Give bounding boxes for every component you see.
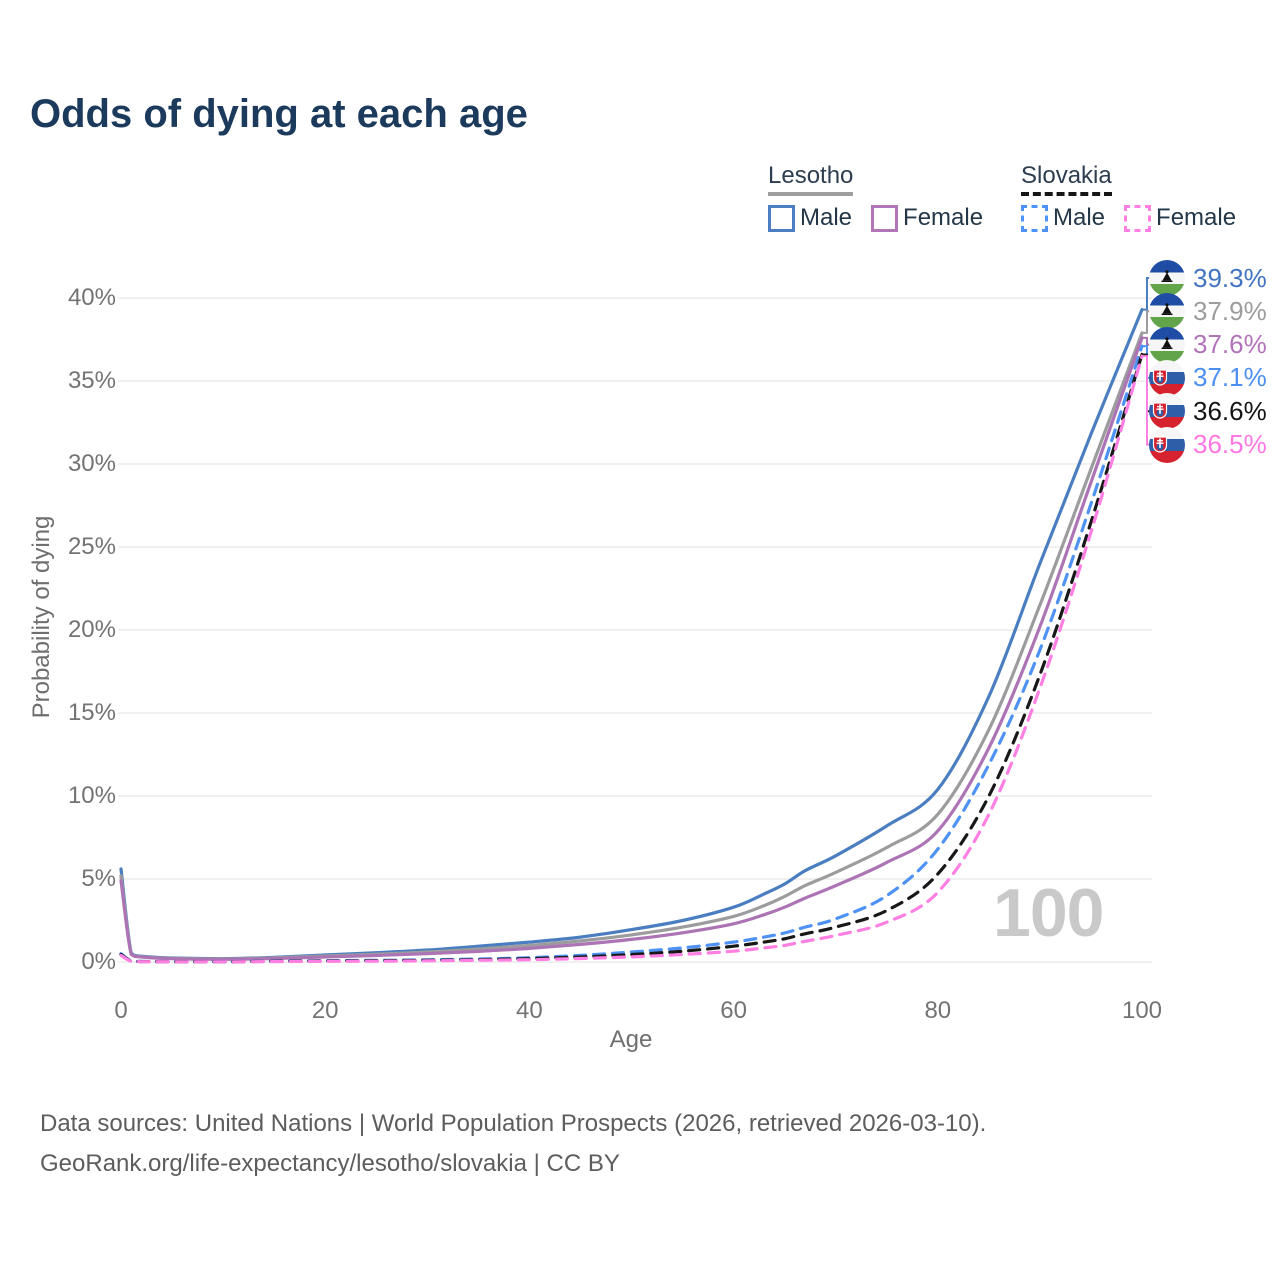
data-sources-line: Data sources: United Nations | World Pop… [40, 1110, 987, 1137]
legend-swatch-icon [871, 204, 899, 232]
y-tick-label: 5% [81, 865, 116, 892]
end-label-value: 36.5% [1193, 429, 1267, 459]
slovakia-flag-icon [1149, 393, 1185, 430]
legend-item-slovakia-female[interactable]: Female [1124, 204, 1236, 232]
legend-item-label: Male [800, 204, 853, 231]
x-tick-label: 20 [311, 997, 339, 1024]
legend-group-slovakia: Slovakia Male Female [1021, 162, 1236, 232]
series-line-slovakia-female[interactable] [119, 354, 1144, 964]
attribution-line: GeoRank.org/life-expectancy/lesotho/slov… [40, 1150, 620, 1177]
legend-underline-lesotho [768, 192, 854, 196]
legend-item-lesotho-female[interactable]: Female [871, 204, 983, 232]
y-tick-label: 30% [67, 450, 116, 477]
y-tick-label: 25% [67, 533, 116, 560]
end-label-value: 37.9% [1193, 295, 1267, 326]
lesotho-flag-icon [1149, 260, 1185, 296]
legend-item-label: Female [1156, 204, 1237, 231]
x-tick-label: 40 [516, 997, 543, 1024]
x-tick-label: 0 [114, 997, 128, 1024]
page-title: Odds of dying at each age [30, 92, 528, 136]
lesotho-flag-icon [1149, 293, 1185, 330]
series-line-lesotho-male[interactable] [119, 308, 1144, 961]
legend-underline-slovakia [1021, 192, 1112, 196]
end-label-value: 39.3% [1193, 262, 1267, 293]
end-label-lesotho-male: 39.3% [1149, 259, 1267, 297]
y-tick-label: 20% [67, 616, 116, 643]
y-axis-title: Probability of dying [28, 515, 55, 719]
end-label-lesotho: 37.9% [1149, 292, 1267, 330]
watermark-age-100: 100 [993, 875, 1104, 951]
y-tick-label: 15% [67, 699, 116, 726]
slovakia-flag-icon [1149, 426, 1185, 463]
legend-swatch-icon [1124, 204, 1152, 232]
end-label-slovakia: 36.6% [1149, 392, 1267, 430]
slovakia-flag-icon [1149, 359, 1185, 396]
x-tick-label: 80 [924, 997, 952, 1024]
series-line-lesotho-female[interactable] [119, 336, 1144, 961]
lesotho-flag-icon [1149, 326, 1185, 363]
legend-item-label: Female [903, 204, 984, 231]
legend-item-lesotho-male[interactable]: Male [768, 204, 852, 232]
series-line-lesotho[interactable] [119, 331, 1144, 961]
end-label-slovakia-male: 37.1% [1149, 359, 1267, 397]
legend-item-slovakia-male[interactable]: Male [1021, 204, 1105, 232]
legend-swatch-icon [768, 204, 795, 232]
series-line-slovakia-male[interactable] [119, 344, 1144, 964]
end-label-value: 37.6% [1193, 329, 1267, 360]
y-tick-label: 40% [67, 284, 116, 311]
legend-item-label: Male [1053, 204, 1106, 231]
legend-group-lesotho: Lesotho Male Female [768, 162, 983, 232]
y-tick-label: 0% [81, 948, 116, 975]
legend-country-slovakia: Slovakia [1021, 162, 1112, 189]
end-label-value: 36.6% [1193, 395, 1267, 426]
end-label-lesotho-female: 37.6% [1149, 326, 1267, 364]
series-line-slovakia[interactable] [119, 352, 1144, 964]
x-tick-label: 100 [1121, 997, 1163, 1024]
x-tick-label: 60 [720, 997, 747, 1024]
end-label-connector [1142, 336, 1151, 346]
footer: Data sources: United Nations | World Pop… [40, 1104, 986, 1184]
legend-country-lesotho: Lesotho [768, 162, 854, 189]
y-tick-label: 10% [67, 782, 116, 809]
end-label-slovakia-female: 36.5% [1149, 426, 1267, 464]
x-axis-title: Age [609, 1026, 653, 1053]
end-label-value: 37.1% [1193, 362, 1267, 393]
y-tick-label: 35% [67, 367, 116, 394]
legend-swatch-icon [1021, 204, 1048, 232]
